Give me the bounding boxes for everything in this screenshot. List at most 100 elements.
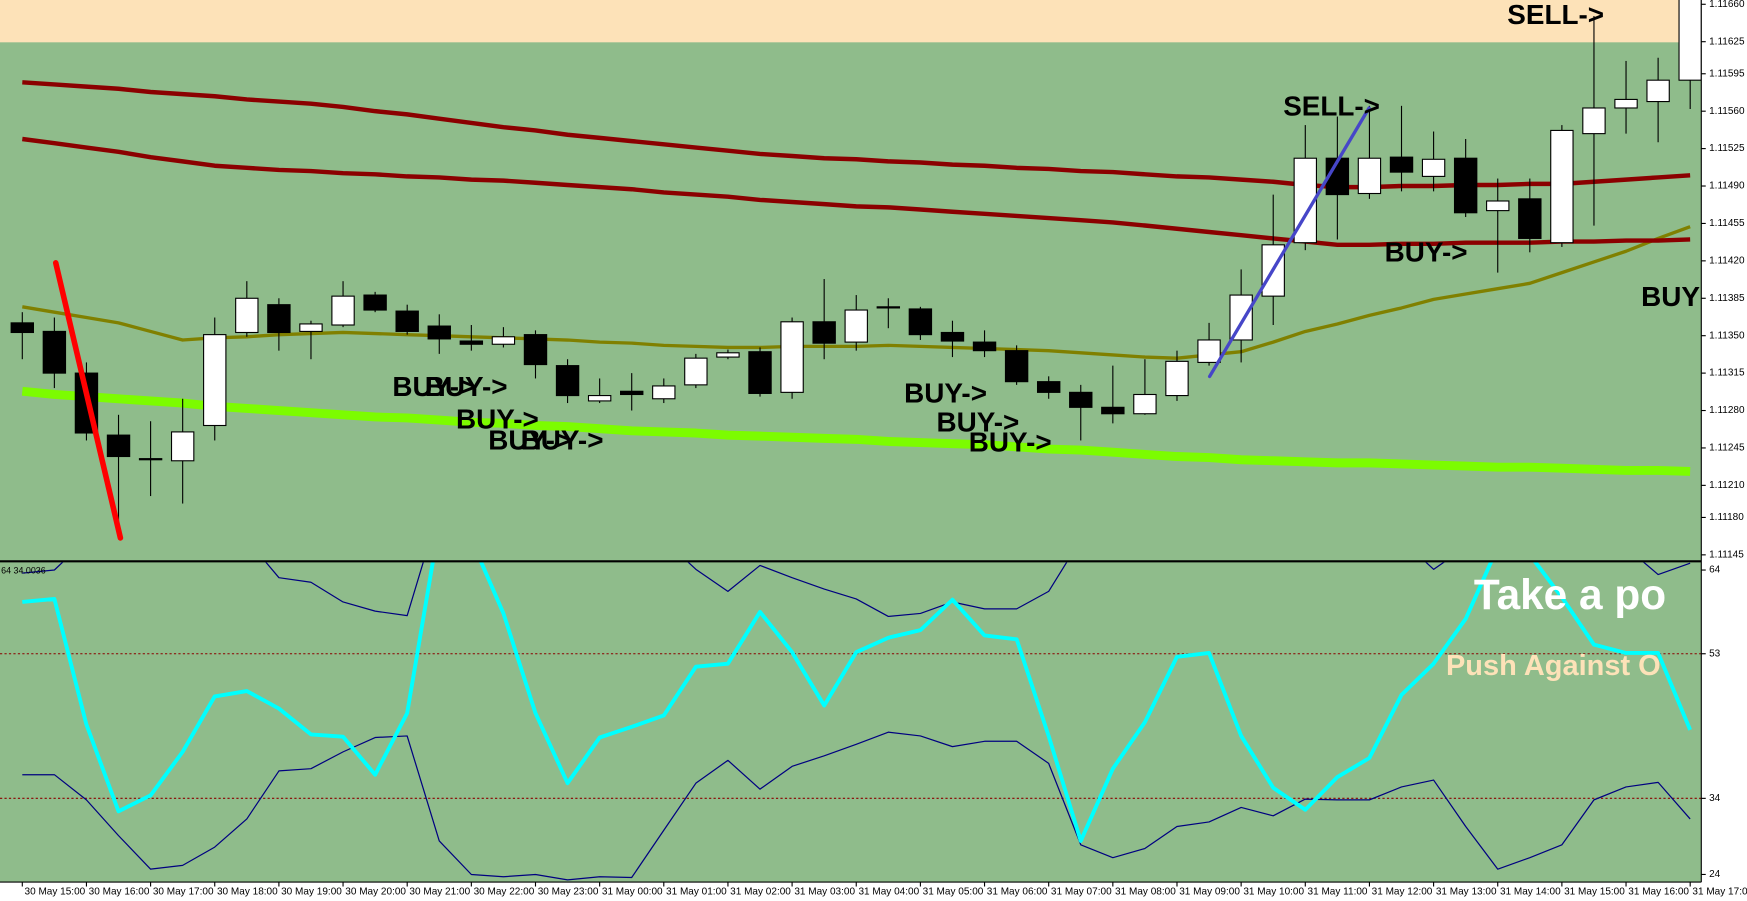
candle-body	[138, 458, 163, 461]
candle-body	[106, 434, 131, 458]
candle-body	[1550, 129, 1574, 244]
candle-body	[170, 431, 195, 462]
x-tick-label: 31 May 03:00	[794, 887, 855, 898]
signal-label: BUY->	[521, 425, 604, 456]
candle-body	[363, 294, 387, 311]
x-tick-label: 31 May 09:00	[1179, 887, 1240, 898]
x-tick-label: 31 May 17:00	[1692, 887, 1747, 898]
x-tick-label: 31 May 05:00	[923, 887, 984, 898]
x-tick-label: 31 May 15:00	[1564, 887, 1625, 898]
y-tick-label: 34	[1709, 793, 1721, 804]
candle-body	[1389, 156, 1414, 173]
x-tick-label: 30 May 15:00	[25, 887, 86, 898]
x-tick-label: 30 May 16:00	[89, 887, 150, 898]
indicator-label: 64 34.0036	[1, 566, 46, 576]
oscillator-line	[22, 562, 1692, 843]
x-tick-label: 31 May 06:00	[987, 887, 1048, 898]
y-tick-label: 1.11315	[1709, 368, 1745, 379]
signal-label: BUY	[1641, 281, 1700, 312]
candle-body	[620, 390, 644, 396]
signal-label: BUY->	[969, 427, 1052, 458]
candle-body	[587, 395, 612, 402]
signal-label: BUY->	[392, 371, 475, 402]
y-tick-label: 1.11210	[1709, 480, 1745, 491]
candle-body	[203, 334, 227, 427]
candle-body	[1165, 360, 1189, 397]
candle-body	[812, 321, 836, 344]
x-tick-label: 31 May 01:00	[666, 887, 727, 898]
trendline	[1207, 106, 1371, 379]
oscillator-line	[22, 731, 1691, 881]
y-tick-label: 1.11350	[1709, 330, 1745, 341]
candle-body	[652, 385, 676, 400]
signal-label: BUY->	[904, 378, 987, 409]
candle-body	[1101, 406, 1125, 415]
price-panel	[10, 0, 1702, 536]
y-tick-label: 1.11490	[1709, 181, 1745, 192]
candle-body	[1229, 294, 1253, 341]
x-tick-label: 31 May 04:00	[858, 887, 919, 898]
y-tick-label: 1.11625	[1709, 36, 1745, 47]
candle-body	[876, 306, 901, 309]
signal-label: BUY->	[936, 407, 1019, 438]
candle-body	[1646, 79, 1670, 103]
y-tick-label: 1.11420	[1709, 256, 1745, 267]
candle-body	[748, 351, 772, 394]
candle-body	[1453, 157, 1478, 214]
candle-body	[42, 330, 67, 374]
x-tick-label: 30 May 20:00	[345, 887, 406, 898]
candle-body	[940, 331, 965, 342]
candle-body	[1614, 98, 1638, 109]
candle-body	[780, 321, 804, 393]
y-tick-label: 1.11245	[1709, 443, 1745, 454]
x-tick-label: 30 May 18:00	[217, 887, 278, 898]
x-tick-label: 30 May 21:00	[409, 887, 470, 898]
x-tick-label: 31 May 11:00	[1308, 887, 1368, 898]
y-tick-label: 64	[1709, 565, 1721, 576]
candle-body	[331, 295, 355, 326]
candle-body	[395, 310, 419, 332]
oscillator-panel	[0, 562, 1702, 881]
overlay-text: Take a po	[1474, 571, 1666, 618]
x-tick-label: 31 May 02:00	[730, 887, 791, 898]
x-tick-label: 31 May 10:00	[1243, 887, 1304, 898]
price-axis-area	[1701, 0, 1747, 901]
candle-body	[1357, 157, 1382, 195]
y-tick-label: 1.11455	[1709, 218, 1745, 229]
candle-body	[235, 297, 259, 334]
price-zone	[0, 0, 1702, 43]
x-tick-label: 31 May 13:00	[1436, 887, 1497, 898]
x-tick-label: 30 May 17:00	[153, 887, 214, 898]
candle-body	[908, 308, 933, 336]
candle-body	[684, 357, 708, 386]
candle-body	[1486, 200, 1510, 212]
candle-body	[1036, 381, 1061, 393]
x-tick-label: 31 May 00:00	[602, 887, 663, 898]
x-tick-label: 31 May 14:00	[1500, 887, 1561, 898]
y-tick-label: 1.11595	[1709, 68, 1745, 79]
x-tick-label: 31 May 12:00	[1372, 887, 1433, 898]
y-tick-label: 1.11280	[1709, 405, 1745, 416]
candle-body	[1582, 107, 1606, 135]
candle-body	[1518, 198, 1542, 239]
moving-average-line	[22, 80, 1691, 190]
candle-body	[299, 323, 323, 332]
moving-average-line	[21, 386, 1691, 476]
signal-label: BUY->	[488, 425, 571, 456]
oscillator-line	[22, 562, 1691, 618]
candle-body	[972, 341, 997, 352]
time-axis-area	[0, 882, 1747, 901]
candle-body	[1133, 393, 1157, 415]
signal-label: BUY->	[425, 371, 508, 402]
candle-body	[1069, 391, 1093, 408]
candle-body	[844, 309, 868, 343]
candle-body	[555, 365, 580, 397]
candle-body	[459, 340, 484, 345]
signal-label: BUY->	[1385, 236, 1468, 267]
candle-body	[523, 334, 548, 366]
annotations: SELL->SELL->BUY->BUYBUY->BUY->BUY->BUY->…	[392, 0, 1700, 458]
x-tick-label: 31 May 08:00	[1115, 887, 1176, 898]
y-tick-label: 1.11385	[1709, 293, 1745, 304]
